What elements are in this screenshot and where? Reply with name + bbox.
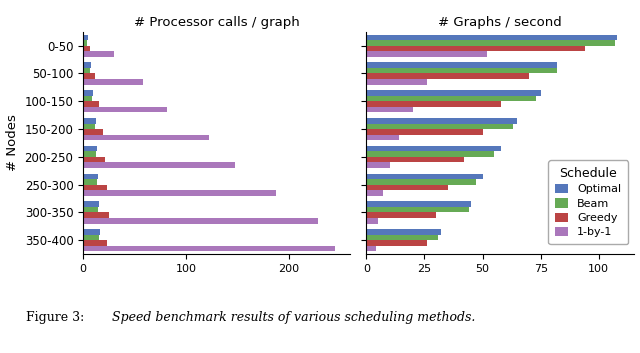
Bar [367, 101, 501, 107]
Bar [83, 174, 97, 179]
Bar [367, 240, 427, 246]
Bar [367, 96, 536, 101]
Bar [367, 35, 618, 40]
Bar [367, 118, 517, 124]
Title: # Graphs / second: # Graphs / second [438, 16, 562, 29]
Bar [367, 213, 436, 218]
Bar [83, 190, 276, 196]
Bar [367, 146, 501, 151]
Bar [83, 146, 97, 151]
Bar [83, 107, 168, 112]
Bar [367, 207, 468, 213]
Y-axis label: # Nodes: # Nodes [6, 114, 19, 172]
Bar [367, 129, 483, 134]
Bar [83, 207, 97, 213]
Bar [367, 151, 494, 157]
Bar [367, 68, 557, 73]
Bar [83, 35, 88, 40]
Bar [367, 107, 413, 112]
Bar [367, 235, 438, 240]
Bar [83, 73, 95, 79]
Bar [367, 229, 441, 235]
Bar [83, 218, 317, 223]
Bar [367, 73, 529, 79]
Bar [83, 240, 107, 246]
Bar [367, 246, 376, 251]
Text: Speed benchmark results of various scheduling methods.: Speed benchmark results of various sched… [112, 311, 476, 324]
Bar [83, 101, 99, 107]
Bar [83, 151, 95, 157]
Bar [367, 79, 427, 85]
Bar [367, 218, 378, 223]
Bar [83, 179, 97, 185]
Bar [83, 90, 93, 96]
Bar [367, 162, 390, 168]
Bar [367, 40, 615, 46]
Bar [367, 157, 464, 162]
Bar [83, 40, 87, 46]
Bar [83, 51, 114, 57]
Bar [83, 185, 107, 190]
Bar [367, 179, 476, 185]
Bar [83, 129, 103, 134]
Bar [367, 201, 471, 207]
Bar [83, 162, 236, 168]
Bar [83, 235, 99, 240]
Bar [83, 124, 95, 129]
Bar [83, 246, 335, 251]
Bar [367, 51, 487, 57]
Bar [83, 96, 92, 101]
Bar [367, 90, 541, 96]
Bar [83, 157, 105, 162]
Bar [83, 68, 90, 73]
Bar [367, 62, 557, 68]
Bar [367, 134, 399, 140]
Bar [367, 190, 383, 196]
Title: # Processor calls / graph: # Processor calls / graph [134, 16, 300, 29]
Bar [367, 124, 513, 129]
Bar [367, 46, 585, 51]
Text: Figure 3:: Figure 3: [26, 311, 88, 324]
Bar [83, 213, 109, 218]
Bar [367, 185, 448, 190]
Bar [83, 229, 100, 235]
Bar [83, 46, 90, 51]
Bar [367, 174, 483, 179]
Bar [83, 201, 99, 207]
Legend: Optimal, Beam, Greedy, 1-by-1: Optimal, Beam, Greedy, 1-by-1 [548, 161, 628, 244]
Bar [83, 118, 95, 124]
Bar [83, 79, 143, 85]
Bar [83, 134, 209, 140]
Bar [83, 62, 92, 68]
